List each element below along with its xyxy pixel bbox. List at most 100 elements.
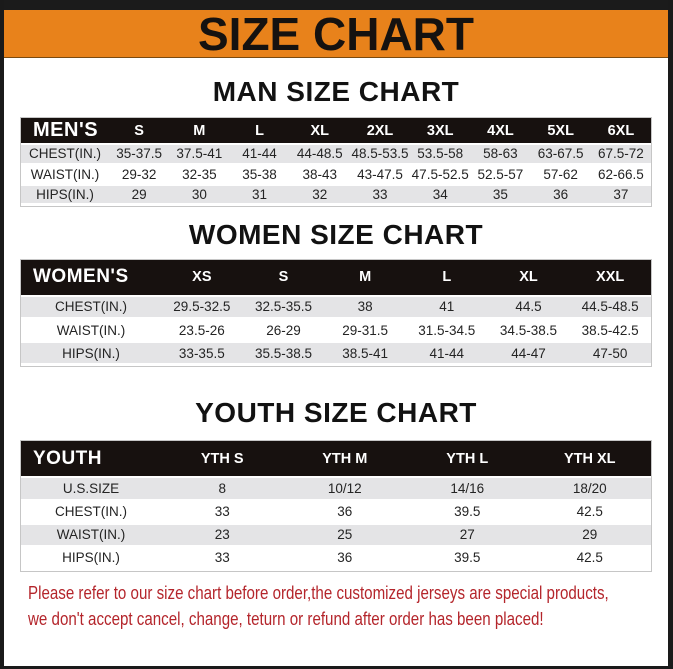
- measurement-row: CHEST(IN.) 35-37.5 37.5-41 41-44 44-48.5 48.5…: [21, 144, 651, 164]
- measurement-value: 36: [283, 546, 406, 569]
- measurement-value: 58-63: [470, 144, 531, 164]
- disclaimer-text: Please refer to our size chart before or…: [28, 580, 668, 632]
- measurement-value: 29: [109, 184, 170, 204]
- size-column-header: 2XL: [349, 118, 411, 144]
- measurement-row-label: HIPS(IN.): [21, 184, 109, 204]
- table-corner-label: WOMEN'S: [21, 259, 161, 296]
- measurement-row: WAIST(IN.) 23 25 27 29: [21, 523, 651, 546]
- measurement-row: HIPS(IN.) 33 36 39.5 42.5: [21, 546, 651, 569]
- women-section: WOMEN SIZE CHART WOMEN'S XS S M L XL XXL CHEST(…: [4, 218, 668, 367]
- size-column-header: YTH M: [283, 441, 406, 477]
- size-column-header: L: [405, 259, 488, 296]
- measurement-row-label: CHEST(IN.): [21, 500, 161, 523]
- measurement-value: 36: [283, 500, 406, 523]
- size-column-header: 6XL: [590, 118, 651, 144]
- size-column-header: S: [109, 118, 170, 144]
- women-size-table-container: WOMEN'S XS S M L XL XXL CHEST(IN.) 29.5-32.5 32.5…: [21, 259, 651, 367]
- measurement-value: 41-44: [405, 341, 488, 365]
- measurement-value: 47.5-52.5: [410, 164, 471, 184]
- measurement-value: 29: [528, 523, 651, 546]
- size-column-header: XS: [161, 259, 243, 296]
- measurement-value: 38-43: [289, 164, 350, 184]
- measurement-value: 32.5-35.5: [242, 295, 325, 319]
- top-border-bar: [4, 0, 668, 10]
- measurement-value: 35-38: [229, 164, 290, 184]
- size-column-header: XL: [487, 259, 570, 296]
- measurement-value: 37: [590, 184, 651, 204]
- measurement-value: 29-32: [109, 164, 170, 184]
- measurement-value: 32: [289, 184, 350, 204]
- measurement-value: 39.5: [406, 546, 529, 569]
- measurement-value: 34.5-38.5: [487, 318, 570, 342]
- measurement-row: CHEST(IN.) 33 36 39.5 42.5: [21, 500, 651, 523]
- size-column-header: 5XL: [530, 118, 591, 144]
- measurement-value: 47-50: [569, 341, 651, 365]
- measurement-value: 31.5-34.5: [405, 318, 488, 342]
- measurement-value: 44.5-48.5: [569, 295, 651, 319]
- youth-size-table: YOUTH YTH S YTH M YTH L YTH XL U.S.SIZE 8 10/12…: [21, 441, 651, 571]
- measurement-value: 41-44: [229, 144, 290, 164]
- size-column-header: YTH XL: [528, 441, 651, 477]
- size-column-header: XXL: [569, 259, 651, 296]
- measurement-value: 32-35: [169, 164, 230, 184]
- measurement-row-label: WAIST(IN.): [21, 318, 161, 342]
- men-section: MAN SIZE CHART MEN'S S M L XL 2XL 3XL 4XL 5XL 6XL…: [4, 77, 668, 206]
- measurement-value: 48.5-53.5: [349, 144, 411, 164]
- measurement-value: 44-48.5: [289, 144, 350, 164]
- size-column-header: XL: [289, 118, 350, 144]
- measurement-value: 43-47.5: [349, 164, 411, 184]
- measurement-row-label: HIPS(IN.): [21, 341, 161, 365]
- size-column-header: 4XL: [470, 118, 531, 144]
- measurement-value: 34: [410, 184, 471, 204]
- measurement-value: 29-31.5: [324, 318, 406, 342]
- measurement-value: 42.5: [528, 500, 651, 523]
- measurement-row-label: HIPS(IN.): [21, 546, 161, 569]
- size-column-header: YTH S: [161, 441, 284, 477]
- title-banner: SIZE CHART: [4, 10, 668, 58]
- measurement-value: 26-29: [242, 318, 325, 342]
- measurement-value: 35-37.5: [109, 144, 170, 164]
- men-size-table: MEN'S S M L XL 2XL 3XL 4XL 5XL 6XL CHEST(IN.) 35-37…: [21, 118, 651, 206]
- measurement-value: 14/16: [406, 477, 529, 500]
- measurement-value: 8: [161, 477, 284, 500]
- measurement-row: HIPS(IN.) 29 30 31 32 33 34 35 36 37: [21, 184, 651, 204]
- page-title: SIZE CHART: [198, 7, 474, 60]
- measurement-row-label: CHEST(IN.): [21, 144, 109, 164]
- youth-size-table-container: YOUTH YTH S YTH M YTH L YTH XL U.S.SIZE 8 10/12…: [21, 441, 651, 571]
- table-corner-label: YOUTH: [21, 441, 161, 477]
- measurement-value: 36: [530, 184, 591, 204]
- measurement-value: 63-67.5: [530, 144, 591, 164]
- youth-section: YOUTH SIZE CHART YOUTH YTH S YTH M YTH L YTH…: [4, 398, 668, 571]
- measurement-value: 27: [406, 523, 529, 546]
- size-table-header-row: YOUTH YTH S YTH M YTH L YTH XL: [21, 441, 651, 477]
- measurement-value: 38.5-42.5: [569, 318, 651, 342]
- disclaimer-line-1: Please refer to our size chart before or…: [28, 582, 609, 603]
- measurement-value: 44.5: [487, 295, 570, 319]
- size-column-header: M: [324, 259, 406, 296]
- measurement-row-label: U.S.SIZE: [21, 477, 161, 500]
- measurement-value: 33: [161, 500, 284, 523]
- measurement-value: 33-35.5: [161, 341, 243, 365]
- measurement-value: 37.5-41: [169, 144, 230, 164]
- measurement-value: 33: [349, 184, 411, 204]
- measurement-row-label: WAIST(IN.): [21, 523, 161, 546]
- size-table-header-row: MEN'S S M L XL 2XL 3XL 4XL 5XL 6XL: [21, 118, 651, 144]
- size-column-header: S: [242, 259, 325, 296]
- size-column-header: M: [169, 118, 230, 144]
- measurement-value: 29.5-32.5: [161, 295, 243, 319]
- measurement-row-label: WAIST(IN.): [21, 164, 109, 184]
- measurement-value: 67.5-72: [590, 144, 651, 164]
- measurement-value: 23: [161, 523, 284, 546]
- measurement-value: 38: [324, 295, 406, 319]
- measurement-value: 25: [283, 523, 406, 546]
- measurement-value: 42.5: [528, 546, 651, 569]
- size-column-header: YTH L: [406, 441, 529, 477]
- measurement-value: 35.5-38.5: [242, 341, 325, 365]
- men-section-heading: MAN SIZE CHART: [212, 76, 460, 107]
- measurement-row: WAIST(IN.) 29-32 32-35 35-38 38-43 43-47.5 47.…: [21, 164, 651, 184]
- youth-section-heading: YOUTH SIZE CHART: [195, 397, 477, 428]
- women-section-heading: WOMEN SIZE CHART: [188, 218, 484, 250]
- measurement-value: 57-62: [530, 164, 591, 184]
- men-size-table-container: MEN'S S M L XL 2XL 3XL 4XL 5XL 6XL CHEST(IN.) 35-37…: [21, 118, 651, 206]
- measurement-value: 10/12: [283, 477, 406, 500]
